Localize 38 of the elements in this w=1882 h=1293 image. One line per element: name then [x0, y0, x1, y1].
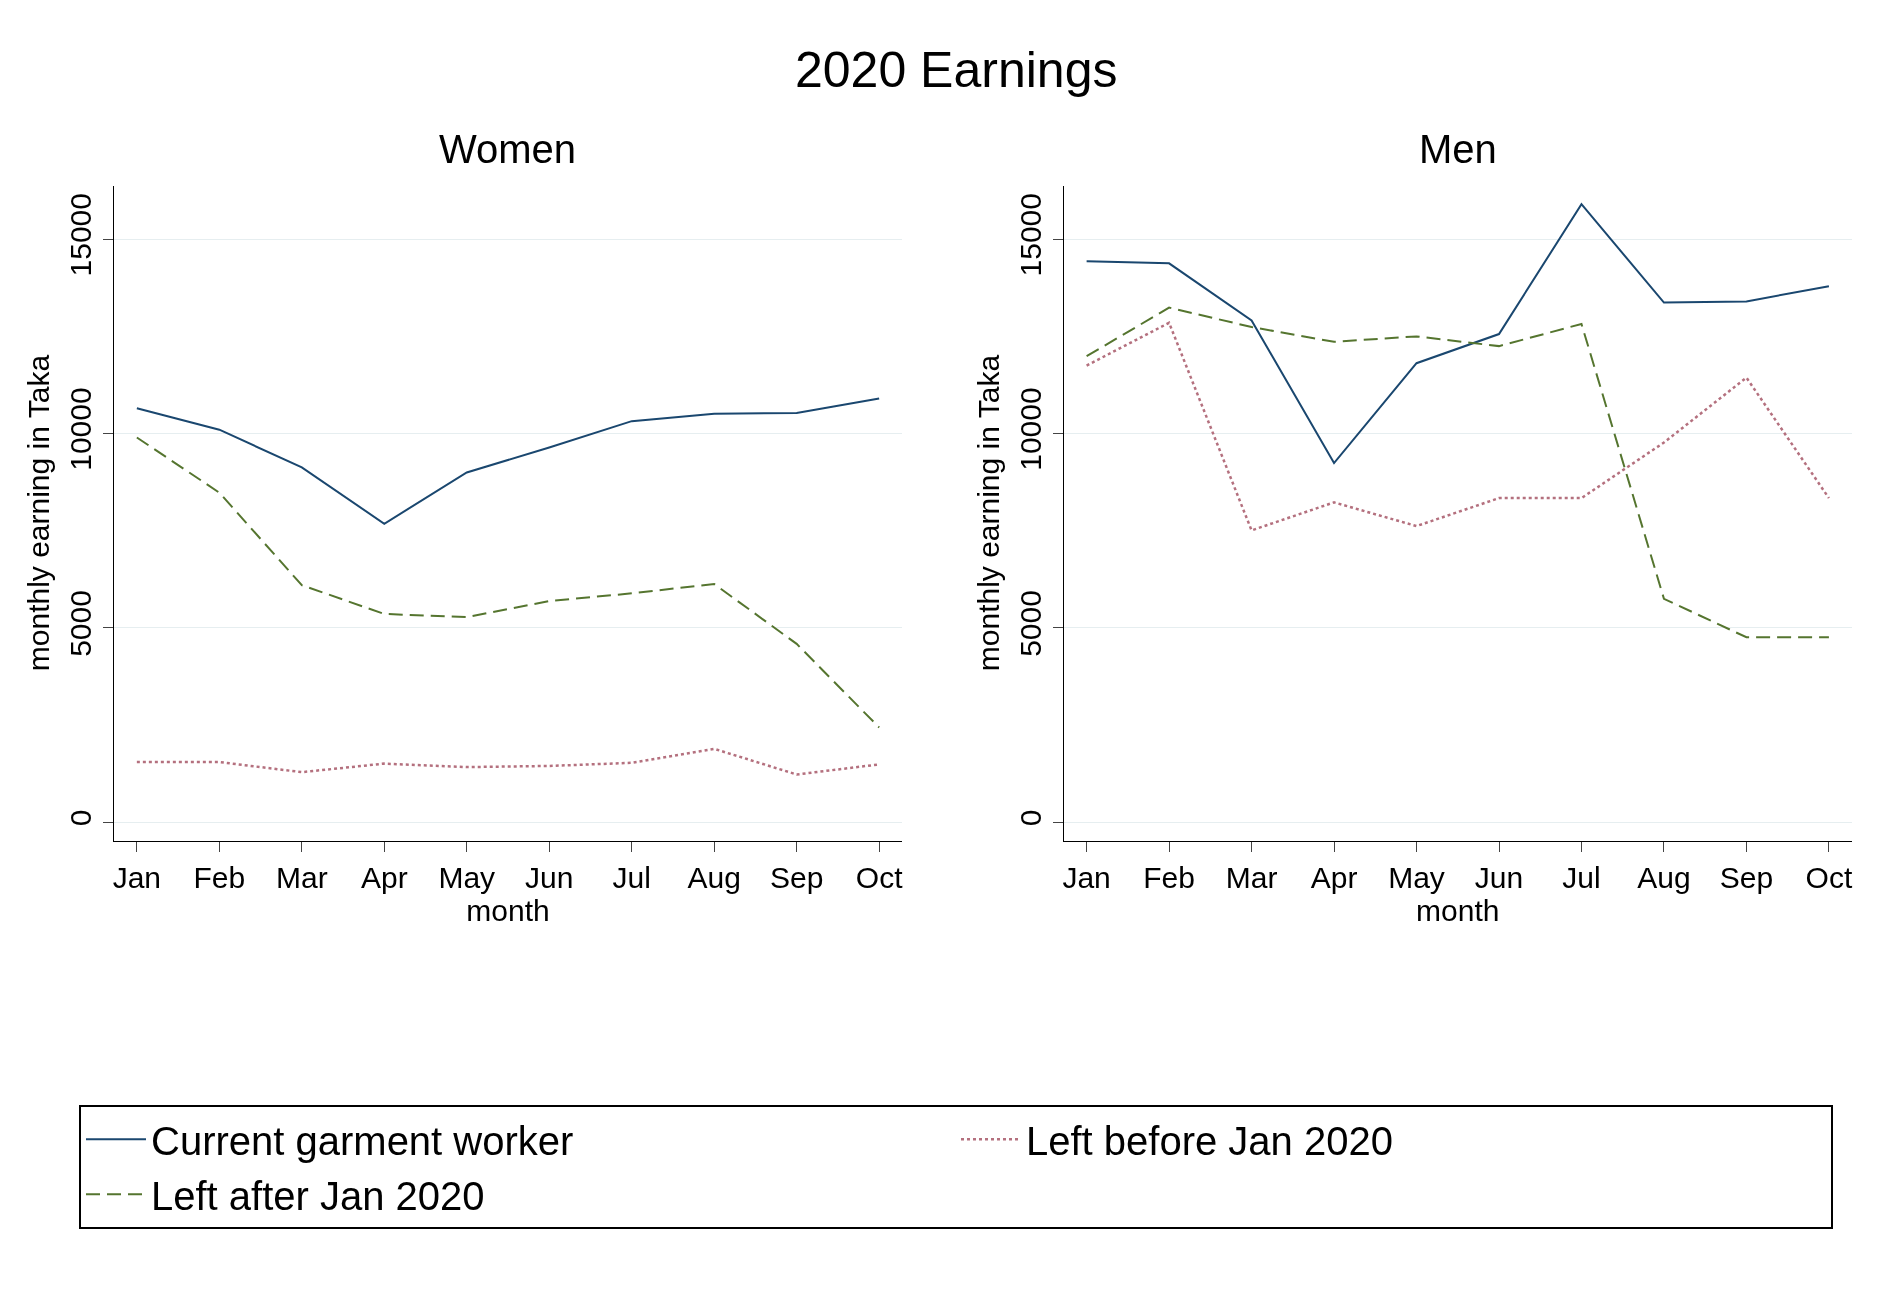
x-tick-label: Jun	[1474, 860, 1524, 894]
y-tick-label: 5000	[1013, 590, 1047, 657]
x-tick-label: Aug	[1637, 860, 1691, 894]
chart-title: Women	[439, 127, 577, 171]
x-tick-label: Jul	[1562, 860, 1601, 894]
y-tick-label: 10000	[63, 387, 97, 471]
x-tick-label: Apr	[1310, 860, 1358, 894]
x-axis-title: month	[466, 893, 550, 927]
legend-label: Left after Jan 2020	[151, 1173, 485, 1218]
x-tick-label: Feb	[1143, 860, 1195, 894]
x-tick-label: Jun	[525, 860, 574, 894]
x-tick-label: Sep	[1719, 860, 1774, 894]
x-tick-label: Jan	[1062, 860, 1111, 894]
x-tick-label: Oct	[1805, 860, 1853, 894]
x-tick-label: Mar	[1225, 860, 1278, 894]
x-tick-label: Jan	[112, 860, 162, 894]
x-tick-label: Mar	[275, 860, 328, 894]
y-axis-title: monthly earning in Taka	[21, 354, 55, 672]
x-tick-label: May	[1388, 860, 1445, 894]
y-tick-label: 0	[1013, 809, 1047, 827]
y-axis-title: monthly earning in Taka	[971, 354, 1005, 672]
chart-title: Men	[1419, 127, 1497, 171]
x-axis-title: month	[1416, 893, 1500, 927]
x-tick-label: Aug	[687, 860, 741, 894]
legend-label: Current garment worker	[151, 1118, 574, 1163]
x-tick-label: Feb	[193, 860, 246, 894]
y-tick-label: 15000	[63, 192, 97, 277]
x-tick-label: May	[438, 860, 496, 894]
x-tick-label: Jul	[612, 860, 651, 894]
x-tick-label: Apr	[360, 860, 408, 894]
y-tick-label: 15000	[1013, 192, 1047, 277]
y-tick-label: 10000	[1013, 387, 1047, 471]
y-tick-label: 5000	[63, 590, 97, 657]
legend-label: Left before Jan 2020	[1026, 1118, 1393, 1163]
text: 2020 Earnings	[795, 42, 1118, 98]
y-tick-label: 0	[63, 809, 97, 827]
x-tick-label: Sep	[769, 860, 824, 894]
x-tick-label: Oct	[855, 860, 904, 894]
